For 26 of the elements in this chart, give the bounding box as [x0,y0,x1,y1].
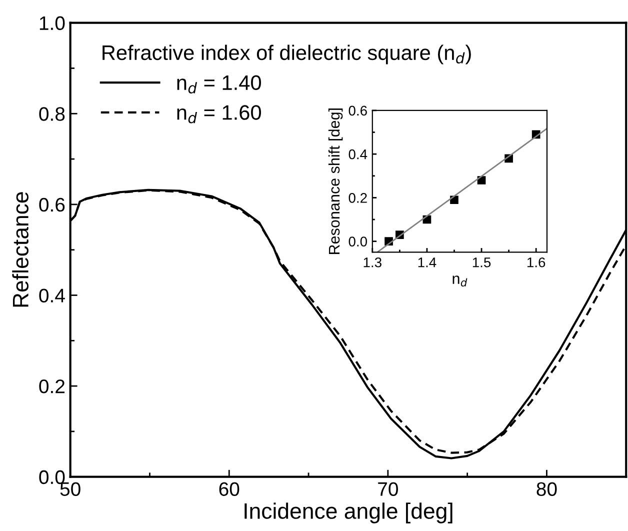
x-tick-label: 1.3 [364,257,382,268]
y-axis-title: Resonance shift [deg] [328,108,343,254]
y-tick-label: 0.6 [39,198,65,212]
x-tick-label: 1.4 [418,258,436,268]
text: 0.0 [348,236,367,246]
x-axis-title: Incidence angle [deg] [244,502,452,524]
y-tick-label: 0.2 [39,380,64,394]
x-tick-label: 1.5 [472,258,491,268]
y-tick-label: 0.4 [348,149,368,160]
x-tick-label: 80 [536,482,557,496]
x-tick-label: 50 [60,482,80,496]
legend-title: Refractive index of dielectric square (n$_{d}$) [102,44,471,64]
legend-label: n$_{d}$ = 1.40 [177,75,261,94]
x-tick-label: 70 [378,482,398,496]
y-tick-label: 0.6 [348,106,367,116]
x-axis-title: n$_{d}$ [452,276,468,287]
text: 1.0 [40,16,65,30]
point [477,176,486,184]
legend-label: n$_{d}$ = 1.60 [177,105,261,124]
y-tick-label: 0.2 [348,193,367,203]
text: 0.0 [39,470,65,484]
y-tick-label: 0.4 [39,288,65,302]
x-tick-label: 1.6 [527,257,546,268]
x-tick-label: 60 [219,482,240,496]
y-axis-title: Reflectance [12,192,28,307]
y-tick-label: 0.8 [39,107,65,121]
